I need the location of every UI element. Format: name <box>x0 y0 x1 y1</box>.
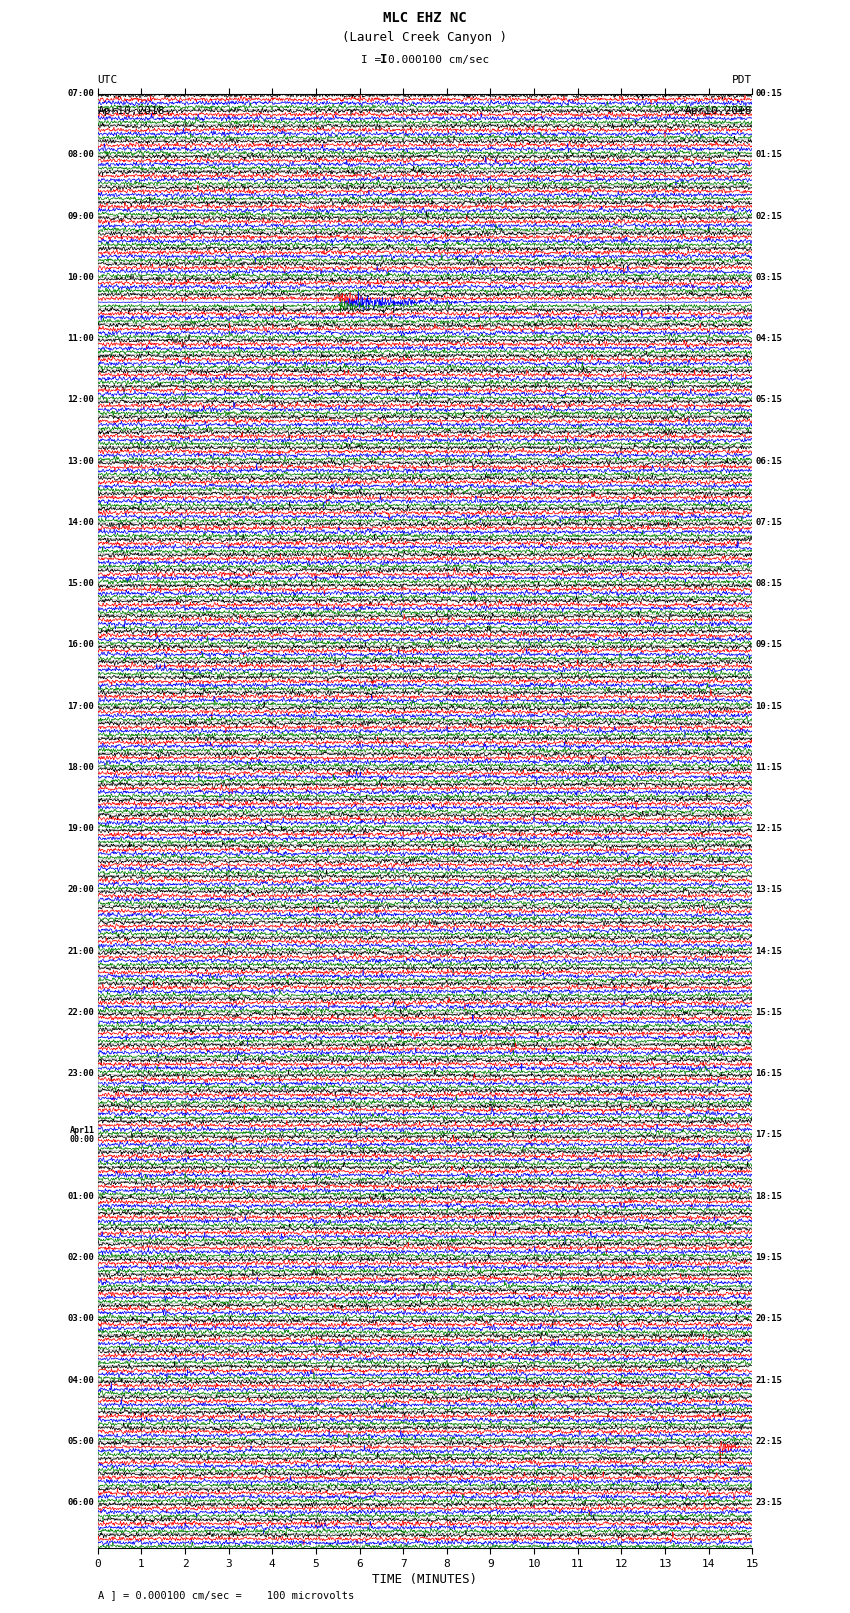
Text: 16:00: 16:00 <box>68 640 94 650</box>
Text: (Laurel Creek Canyon ): (Laurel Creek Canyon ) <box>343 31 507 44</box>
Text: 09:15: 09:15 <box>756 640 782 650</box>
Text: I = 0.000100 cm/sec: I = 0.000100 cm/sec <box>361 55 489 65</box>
Text: 03:00: 03:00 <box>68 1315 94 1323</box>
Text: 10:00: 10:00 <box>68 273 94 282</box>
Text: 21:00: 21:00 <box>68 947 94 955</box>
Text: 03:15: 03:15 <box>756 273 782 282</box>
Text: A ] = 0.000100 cm/sec =    100 microvolts: A ] = 0.000100 cm/sec = 100 microvolts <box>98 1590 354 1600</box>
Text: 21:15: 21:15 <box>756 1376 782 1384</box>
Text: 09:00: 09:00 <box>68 211 94 221</box>
Text: 00:15: 00:15 <box>756 89 782 98</box>
Text: 19:00: 19:00 <box>68 824 94 834</box>
Text: 01:00: 01:00 <box>68 1192 94 1200</box>
Text: Apr11: Apr11 <box>70 1126 94 1136</box>
Text: 04:15: 04:15 <box>756 334 782 344</box>
Text: 23:15: 23:15 <box>756 1498 782 1507</box>
Text: 22:00: 22:00 <box>68 1008 94 1016</box>
X-axis label: TIME (MINUTES): TIME (MINUTES) <box>372 1573 478 1586</box>
Text: 11:15: 11:15 <box>756 763 782 773</box>
Text: 16:15: 16:15 <box>756 1069 782 1077</box>
Text: 05:15: 05:15 <box>756 395 782 405</box>
Text: 22:15: 22:15 <box>756 1437 782 1445</box>
Text: 13:00: 13:00 <box>68 456 94 466</box>
Text: 14:00: 14:00 <box>68 518 94 527</box>
Text: 17:15: 17:15 <box>756 1131 782 1139</box>
Text: Apr10,2018: Apr10,2018 <box>98 106 165 116</box>
Text: 07:15: 07:15 <box>756 518 782 527</box>
Text: 19:15: 19:15 <box>756 1253 782 1261</box>
Text: 06:15: 06:15 <box>756 456 782 466</box>
Text: 15:15: 15:15 <box>756 1008 782 1016</box>
Text: 15:00: 15:00 <box>68 579 94 589</box>
Text: 12:15: 12:15 <box>756 824 782 834</box>
Text: PDT: PDT <box>732 76 752 85</box>
Text: 00:00: 00:00 <box>70 1136 94 1144</box>
Text: 08:15: 08:15 <box>756 579 782 589</box>
Text: 13:15: 13:15 <box>756 886 782 895</box>
Text: UTC: UTC <box>98 76 118 85</box>
Text: 10:15: 10:15 <box>756 702 782 711</box>
Text: 07:00: 07:00 <box>68 89 94 98</box>
Text: I: I <box>381 53 388 66</box>
Text: 08:00: 08:00 <box>68 150 94 160</box>
Text: 14:15: 14:15 <box>756 947 782 955</box>
Text: 02:00: 02:00 <box>68 1253 94 1261</box>
Text: 18:00: 18:00 <box>68 763 94 773</box>
Text: 12:00: 12:00 <box>68 395 94 405</box>
Text: MLC EHZ NC: MLC EHZ NC <box>383 11 467 24</box>
Text: 06:00: 06:00 <box>68 1498 94 1507</box>
Text: 23:00: 23:00 <box>68 1069 94 1077</box>
Text: 01:15: 01:15 <box>756 150 782 160</box>
Text: 02:15: 02:15 <box>756 211 782 221</box>
Text: 17:00: 17:00 <box>68 702 94 711</box>
Text: 11:00: 11:00 <box>68 334 94 344</box>
Text: 20:15: 20:15 <box>756 1315 782 1323</box>
Text: 20:00: 20:00 <box>68 886 94 895</box>
Text: 18:15: 18:15 <box>756 1192 782 1200</box>
Text: 04:00: 04:00 <box>68 1376 94 1384</box>
Text: 05:00: 05:00 <box>68 1437 94 1445</box>
Text: Apr10,2018: Apr10,2018 <box>685 106 752 116</box>
